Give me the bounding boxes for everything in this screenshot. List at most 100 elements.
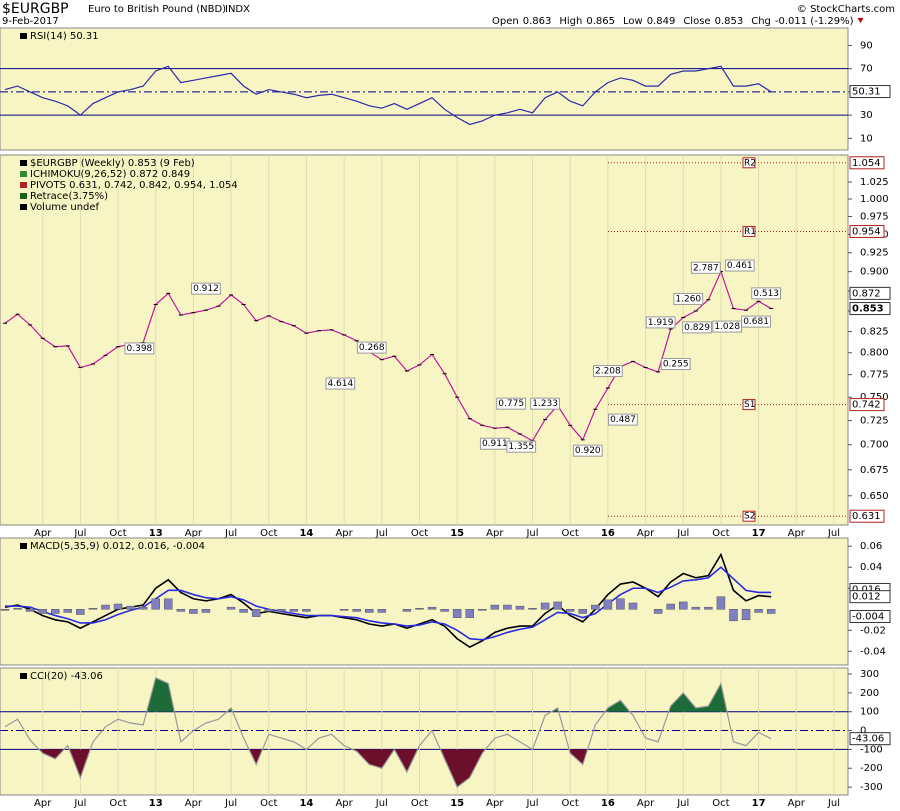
histogram-bar [164,598,173,610]
pivot-label: S1 [744,400,755,410]
annotation: 0.912 [193,284,219,294]
quote-label: High [559,16,582,27]
annotation-box [356,341,387,354]
value-tag: 0.872 [852,288,881,299]
x-tick-label: Oct [712,798,729,809]
value-tag: -43.06 [852,734,884,745]
y-tick-label: 0.750 [860,392,889,403]
histogram-bar [38,609,47,614]
legend-entry: MACD(5,35,9) 0.012, 0.016, -0.004 [30,541,205,552]
legend-swatch [20,543,27,549]
x-tick-label: Apr [788,528,806,539]
source: © StockCharts.com [797,4,895,15]
y-tick-label: 0.725 [860,416,889,427]
annotation-box [592,365,623,378]
x-tick-label: Oct [562,528,579,539]
date: 9-Feb-2017 [2,16,59,27]
histogram-bar [239,609,248,613]
quote-value: 0.853 [715,16,744,27]
x-tick-label: Apr [34,798,52,809]
histogram-bar [553,601,562,610]
legend-entry: Volume undef [30,202,100,213]
histogram-bar [50,609,60,614]
histogram-bar [113,603,123,610]
pivot-tag: 1.054 [852,158,881,169]
annotation: 1.260 [675,294,701,304]
legend-swatch [20,171,27,177]
cci-fill-low [39,749,588,788]
x-tick-label: Oct [109,528,126,539]
x-tick-label: Apr [185,528,203,539]
histogram-bar [729,609,738,622]
histogram-bar [13,607,22,610]
quote-label: Chg [751,16,771,27]
histogram-bar [678,601,688,610]
histogram-bar [76,609,85,615]
legend-entry: ICHIMOKU(9,26,52) 0.872 0.849 [30,169,190,180]
y-tick-label: -100 [860,744,883,755]
x-tick-label: 13 [149,798,163,809]
x-tick-label: Apr [335,798,353,809]
histogram-bar [201,609,211,613]
y-tick-label: 300 [860,669,879,680]
pivot-tag-box [849,398,885,412]
series-line [5,566,772,641]
annotation: 2.787 [693,263,719,273]
legend-swatch [20,673,27,679]
pivot-label: R1 [744,227,756,237]
x-tick-label: Oct [109,798,126,809]
annotation-box [506,440,537,453]
annotation: 0.268 [359,343,385,353]
annotation-box [682,321,712,334]
x-tick-label: Oct [260,798,277,809]
y-tick-label: 1.000 [860,194,889,205]
x-tick-label: 15 [450,798,464,809]
x-tick-label: Jul [375,798,388,809]
annotation-box [572,444,603,457]
legend-swatch [20,182,27,188]
x-tick-label: Jul [375,528,388,539]
y-tick-label: 0.06 [860,541,882,552]
x-tick-label: 14 [299,528,313,539]
legend-swatch [20,33,27,39]
value-tag: -0.004 [852,611,884,622]
value-tag: 0.016 [852,584,881,595]
annotation: 2.208 [595,367,621,377]
annotation: 0.461 [727,261,753,271]
histogram-bar [465,609,474,618]
plot [4,668,835,795]
y-tick-label: 0.675 [860,465,889,476]
histogram-bar [126,605,135,610]
y-tick-label: 70 [860,64,873,75]
histogram-bar [490,604,500,610]
annotation: 0.681 [743,317,769,327]
annotation-box [741,315,771,328]
annotation-box [530,397,560,410]
histogram-bar [415,607,424,610]
annotation-box [645,316,676,329]
y-tick-label: 0.650 [860,491,889,502]
histogram-bar [478,609,487,611]
histogram-bar [289,609,299,612]
legend-entry: CCI(20) -43.06 [30,671,103,682]
legend-swatch [20,193,27,199]
annotation: 1.233 [532,399,558,409]
x-tick-label: Jul [73,798,86,809]
pivot-tag-box [849,224,885,238]
legend-entry: $EURGBP (Weekly) 0.853 (9 Feb) [30,158,195,169]
x-tick-label: 17 [752,528,766,539]
y-tick-label: 0.925 [860,248,889,259]
value-tag: 50.31 [852,87,881,98]
x-tick-label: Oct [712,528,729,539]
histogram-bar [452,609,462,618]
annotation: 0.775 [498,399,524,409]
histogram-bar [277,609,286,612]
pivot-tag-box [849,156,885,170]
histogram-bar [741,609,751,621]
histogram-bar [716,596,726,610]
annotation-box [660,358,691,371]
value-tag: 0.853 [852,304,884,315]
x-tick-label: Apr [637,798,655,809]
x-tick-label: Jul [827,798,840,809]
